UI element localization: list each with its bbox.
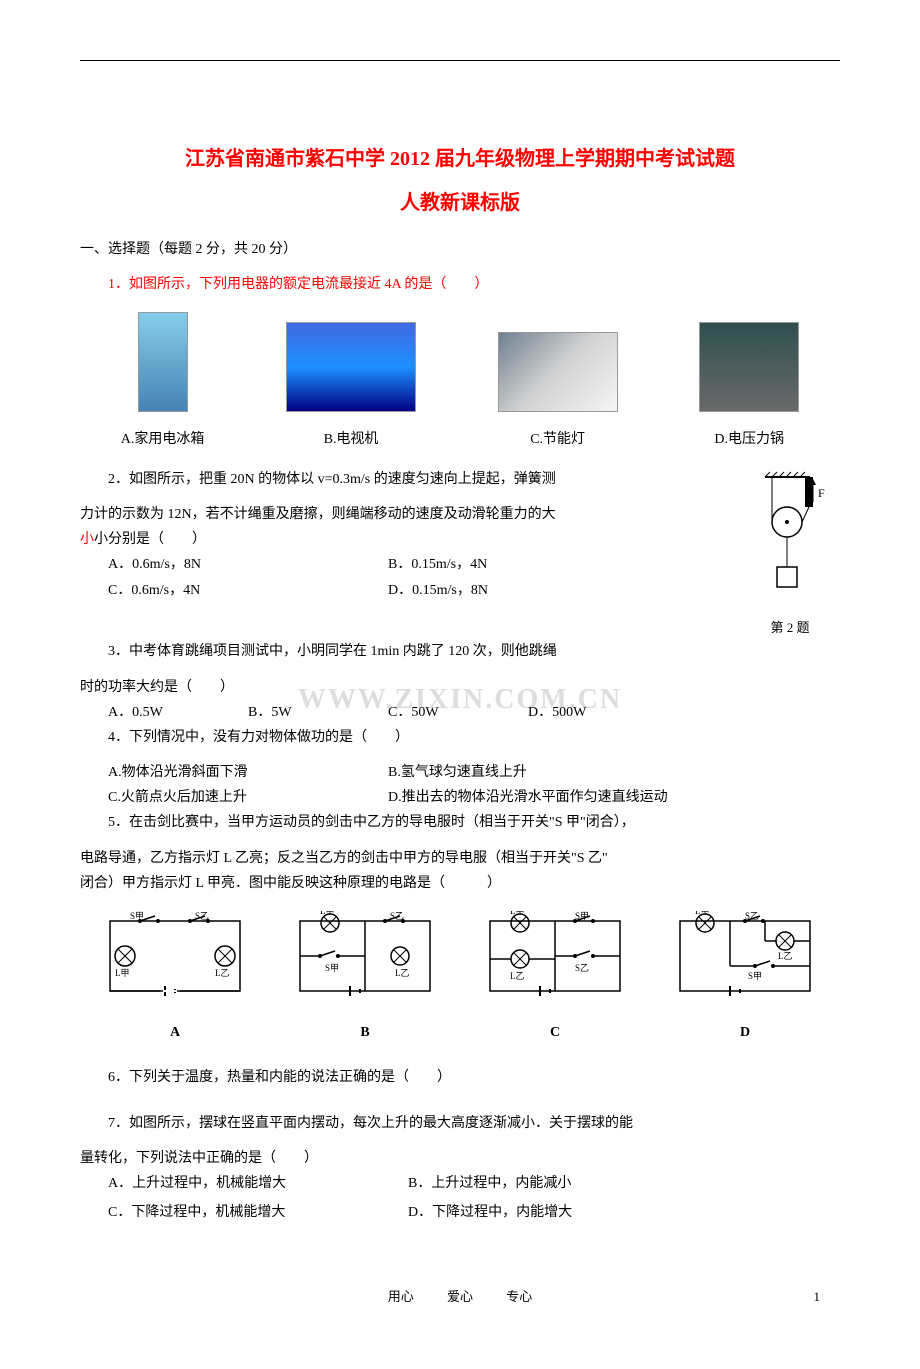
tv-image (286, 322, 416, 412)
q3-options: A．0.5W B．5W C．50W D．500W (80, 700, 840, 725)
question-1: 1．如图所示，下列用电器的额定电流最接近 4A 的是（ ） (80, 272, 840, 297)
q7-opt-c: C．下降过程中，机械能增大 (80, 1200, 380, 1225)
circuit-label-a: A (100, 1020, 250, 1045)
q4-opt-c: C.火箭点火后加速上升 (80, 785, 360, 810)
question-7-p1: 7．如图所示，摆球在竖直平面内摆动，每次上升的最大高度逐渐减小．关于摆球的能 (80, 1111, 840, 1136)
question-3-p1: 3．中考体育跳绳项目测试中，小明同学在 1min 内跳了 120 次，则他跳绳 (80, 639, 840, 664)
question-7-p2: 量转化，下列说法中正确的是（ ） (80, 1146, 840, 1171)
fridge-image (138, 312, 188, 412)
q4-opt-b: B.氢气球匀速直线上升 (360, 760, 527, 785)
svg-text:S甲: S甲 (575, 911, 589, 921)
q3-opt-c: C．50W (360, 700, 500, 725)
q2-opt-c: C．0.6m/s，4N (80, 578, 360, 603)
q3-opt-a: A．0.5W (80, 700, 220, 725)
question-2-p2: 力计的示数为 12N，若不计绳重及磨擦，则绳端移动的速度及动滑轮重力的大 (80, 502, 840, 527)
question-2-p1: 2．如图所示，把重 20N 的物体以 v=0.3m/s 的速度匀速向上提起，弹簧… (80, 467, 840, 492)
q3-opt-b: B．5W (220, 700, 360, 725)
footer-w1: 用心 (388, 1285, 414, 1308)
section-header: 一、选择题（每题 2 分，共 20 分） (80, 237, 840, 262)
q2-opt-b: B．0.15m/s，4N (360, 552, 487, 577)
circuit-c: L甲 S甲 L乙 S乙 C (480, 911, 630, 1045)
svg-text:L甲: L甲 (320, 911, 335, 916)
page-number: 1 (814, 1285, 821, 1308)
circuit-label-d: D (670, 1020, 820, 1045)
cooker-image (699, 322, 799, 412)
q7-options-row2: C．下降过程中，机械能增大 D．下降过程中，内能增大 (80, 1200, 840, 1225)
svg-text:S甲: S甲 (748, 971, 762, 981)
q2-red-mark: 小 (80, 532, 94, 547)
circuit-label-c: C (480, 1020, 630, 1045)
q2-caption: 第 2 题 (740, 616, 840, 639)
circuit-b-svg: L甲 S乙 S甲 L乙 (290, 911, 440, 1011)
svg-text:S乙: S乙 (390, 911, 404, 921)
q7-options-row1: A．上升过程中，机械能增大 B．上升过程中，内能减小 (80, 1171, 840, 1196)
circuit-a-svg: S甲 S乙 L甲 L乙 (100, 911, 250, 1011)
q1-label-d: D.电压力锅 (699, 427, 799, 452)
svg-text:S乙: S乙 (575, 963, 589, 973)
footer-w2: 爱心 (447, 1285, 473, 1308)
question-4: 4．下列情况中，没有力对物体做功的是（ ） (80, 725, 840, 750)
svg-text:L乙: L乙 (510, 971, 525, 981)
q2-opt-a: A．0.6m/s，8N (80, 552, 360, 577)
q2-diagram: F 第 2 题 (740, 467, 840, 640)
document-subtitle: 人教新课标版 (80, 185, 840, 221)
circuit-diagrams: S甲 S乙 L甲 L乙 A L甲 S乙 (80, 911, 840, 1045)
svg-text:S乙: S乙 (745, 911, 759, 921)
svg-text:F: F (818, 486, 825, 500)
svg-text:L甲: L甲 (510, 911, 525, 916)
q4-options-row1: A.物体沿光滑斜面下滑 B.氢气球匀速直线上升 (80, 760, 840, 785)
q2-opt-d: D．0.15m/s，8N (360, 578, 488, 603)
circuit-d-svg: L甲 S乙 L乙 S甲 (670, 911, 820, 1011)
question-5-p1: 5．在击剑比赛中，当甲方运动员的剑击中乙方的导电服时（相当于开关"S 甲"闭合）… (80, 810, 840, 835)
page-footer: 用心 爱心 专心 1 (80, 1285, 840, 1308)
q7-opt-b: B．上升过程中，内能减小 (380, 1171, 571, 1196)
q4-options-row2: C.火箭点火后加速上升 D.推出去的物体沿光滑水平面作匀速直线运动 (80, 785, 840, 810)
svg-text:L乙: L乙 (778, 951, 793, 961)
svg-text:S乙: S乙 (195, 911, 209, 921)
q3-opt-d: D．500W (500, 700, 640, 725)
question-3-p2: 时的功率大约是（ ） (80, 675, 840, 700)
svg-text:L乙: L乙 (395, 968, 410, 978)
circuit-c-svg: L甲 S甲 L乙 S乙 (480, 911, 630, 1011)
q1-images: A.家用电冰箱 B.电视机 C.节能灯 D.电压力锅 (80, 312, 840, 451)
q1-label-b: B.电视机 (286, 427, 416, 452)
circuit-a: S甲 S乙 L甲 L乙 A (100, 911, 250, 1045)
circuit-b: L甲 S乙 S甲 L乙 B (290, 911, 440, 1045)
lamp-image (498, 332, 618, 412)
q2-options-row2: C．0.6m/s，4N D．0.15m/s，8N (80, 578, 720, 603)
question-2-p3: 小小分别是（ ） (80, 527, 840, 552)
svg-text:S甲: S甲 (325, 963, 339, 973)
document-title: 江苏省南通市紫石中学 2012 届九年级物理上学期期中考试试题 (80, 141, 840, 177)
svg-text:L甲: L甲 (695, 911, 710, 916)
pulley-svg: F (750, 467, 830, 607)
question-5-p2: 电路导通，乙方指示灯 L 乙亮；反之当乙方的剑击中甲方的导电服（相当于开关"S … (80, 846, 840, 871)
q2-options-row1: A．0.6m/s，8N B．0.15m/s，4N (80, 552, 720, 577)
svg-text:S甲: S甲 (130, 911, 144, 921)
circuit-label-b: B (290, 1020, 440, 1045)
question-5-p3: 闭合）甲方指示灯 L 甲亮．图中能反映这种原理的电路是（ ） (80, 871, 840, 896)
q1-option-c: C.节能灯 (498, 332, 618, 451)
q7-opt-d: D．下降过程中，内能增大 (380, 1200, 572, 1225)
circuit-d: L甲 S乙 L乙 S甲 D (670, 911, 820, 1045)
footer-w3: 专心 (506, 1285, 532, 1308)
q1-label-a: A.家用电冰箱 (121, 427, 205, 452)
q1-label-c: C.节能灯 (498, 427, 618, 452)
top-border (80, 60, 840, 61)
q1-option-d: D.电压力锅 (699, 322, 799, 451)
q1-option-b: B.电视机 (286, 322, 416, 451)
question-6: 6．下列关于温度，热量和内能的说法正确的是（ ） (80, 1065, 840, 1090)
svg-text:L甲: L甲 (115, 968, 130, 978)
q7-opt-a: A．上升过程中，机械能增大 (80, 1171, 380, 1196)
q1-option-a: A.家用电冰箱 (121, 312, 205, 451)
q4-opt-a: A.物体沿光滑斜面下滑 (80, 760, 360, 785)
svg-text:L乙: L乙 (215, 968, 230, 978)
q2-p3-rest: 小分别是（ ） (94, 532, 206, 547)
q4-opt-d: D.推出去的物体沿光滑水平面作匀速直线运动 (360, 785, 668, 810)
